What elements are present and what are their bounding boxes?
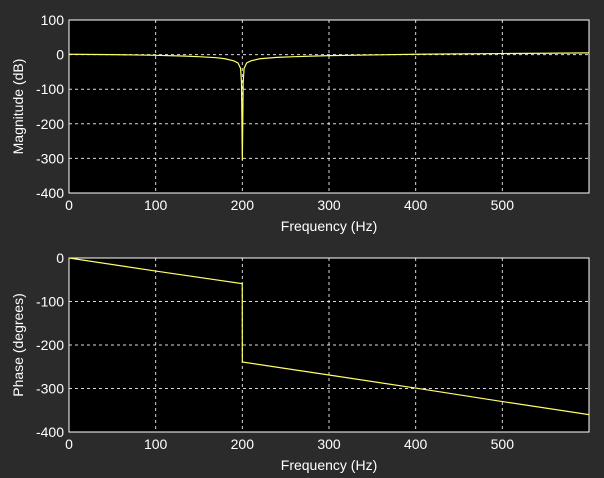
magnitude-y-tick-label: -300 <box>36 150 64 166</box>
phase-response-line <box>69 258 589 416</box>
phase-x-tick-label: 100 <box>144 436 168 452</box>
magnitude-y-tick-label: 100 <box>41 12 65 28</box>
phase-plot: 0 100 200 300 400 500 0 -100 -200 -300 -400 Frequen… <box>10 250 590 473</box>
phase-x-tick-label: 200 <box>231 436 255 452</box>
magnitude-x-tick-label: 500 <box>491 197 515 213</box>
magnitude-x-tick-label: 300 <box>317 197 341 213</box>
phase-x-tick-label: 500 <box>491 436 515 452</box>
phase-y-axis-label: Phase (degrees) <box>10 293 26 397</box>
magnitude-x-axis-label: Frequency (Hz) <box>281 218 377 234</box>
magnitude-y-tick-label: -100 <box>36 81 64 97</box>
magnitude-y-tick-label: 0 <box>56 47 64 63</box>
magnitude-x-tick-label: 100 <box>144 197 168 213</box>
magnitude-x-tick-label: 200 <box>231 197 255 213</box>
magnitude-y-axis-label: Magnitude (dB) <box>10 59 26 155</box>
magnitude-x-tick-label: 0 <box>65 197 73 213</box>
phase-x-tick-label: 300 <box>317 436 341 452</box>
magnitude-y-tick-label: -400 <box>36 185 64 201</box>
magnitude-plot: 0 100 200 300 400 500 100 0 -100 -200 -300 -400 Freq… <box>10 12 590 234</box>
phase-x-tick-label: 0 <box>65 436 73 452</box>
phase-x-tick-label: 400 <box>404 436 428 452</box>
magnitude-x-tick-label: 400 <box>404 197 428 213</box>
phase-y-tick-label: 0 <box>56 250 64 266</box>
phase-y-tick-label: -300 <box>36 381 64 397</box>
magnitude-response-line <box>69 52 589 161</box>
phase-y-tick-label: -100 <box>36 294 64 310</box>
phase-y-tick-label: -200 <box>36 337 64 353</box>
phase-y-tick-label: -400 <box>36 424 64 440</box>
phase-x-axis-label: Frequency (Hz) <box>281 457 377 473</box>
magnitude-y-tick-label: -200 <box>36 116 64 132</box>
